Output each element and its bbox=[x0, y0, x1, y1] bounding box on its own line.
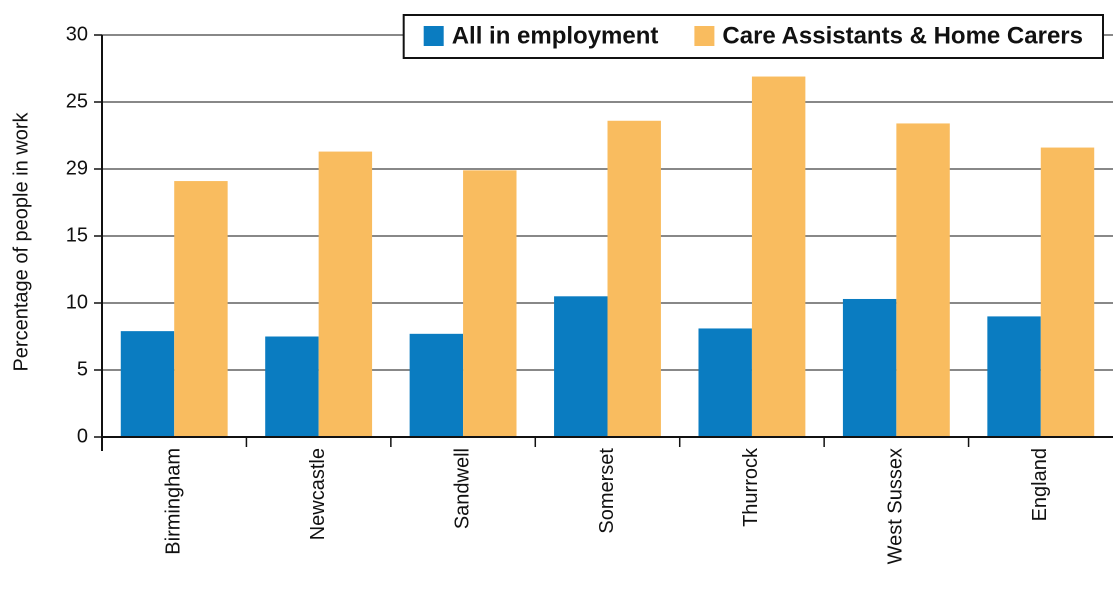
y-tick-label: 25 bbox=[66, 90, 88, 112]
legend-label: All in employment bbox=[452, 22, 659, 49]
x-tick-label: Birmingham bbox=[162, 448, 184, 555]
bar bbox=[1040, 147, 1095, 437]
y-tick-label: 30 bbox=[66, 23, 88, 45]
legend-swatch bbox=[694, 26, 715, 46]
x-tick-label: Newcastle bbox=[307, 448, 329, 540]
y-tick-label: 15 bbox=[66, 224, 88, 246]
legend-box bbox=[402, 14, 1104, 59]
x-tick-label: West Sussex bbox=[885, 448, 907, 564]
bar bbox=[409, 333, 464, 437]
y-tick-label: 5 bbox=[77, 358, 88, 380]
bar bbox=[265, 336, 319, 437]
bar bbox=[174, 181, 228, 437]
x-tick-label: Somerset bbox=[596, 448, 618, 534]
y-tick-label: 10 bbox=[66, 291, 88, 313]
legend-swatch bbox=[423, 26, 444, 46]
x-tick-label: England bbox=[1029, 448, 1051, 521]
bar bbox=[607, 120, 661, 437]
y-axis-label: Percentage of people in work bbox=[10, 111, 32, 371]
x-tick-label: Thurrock bbox=[740, 447, 762, 527]
bar bbox=[842, 298, 897, 437]
bar bbox=[318, 151, 373, 437]
bar bbox=[896, 123, 950, 437]
legend-label: Care Assistants & Home Carers bbox=[722, 22, 1083, 49]
bar bbox=[987, 316, 1041, 437]
bar bbox=[751, 76, 806, 437]
y-tick-label: 29 bbox=[66, 157, 88, 179]
y-tick-label: 0 bbox=[77, 425, 88, 447]
bar bbox=[463, 170, 517, 437]
bar bbox=[698, 328, 752, 437]
bar bbox=[554, 296, 608, 437]
x-tick-label: Sandwell bbox=[451, 448, 473, 529]
bar bbox=[120, 331, 175, 437]
